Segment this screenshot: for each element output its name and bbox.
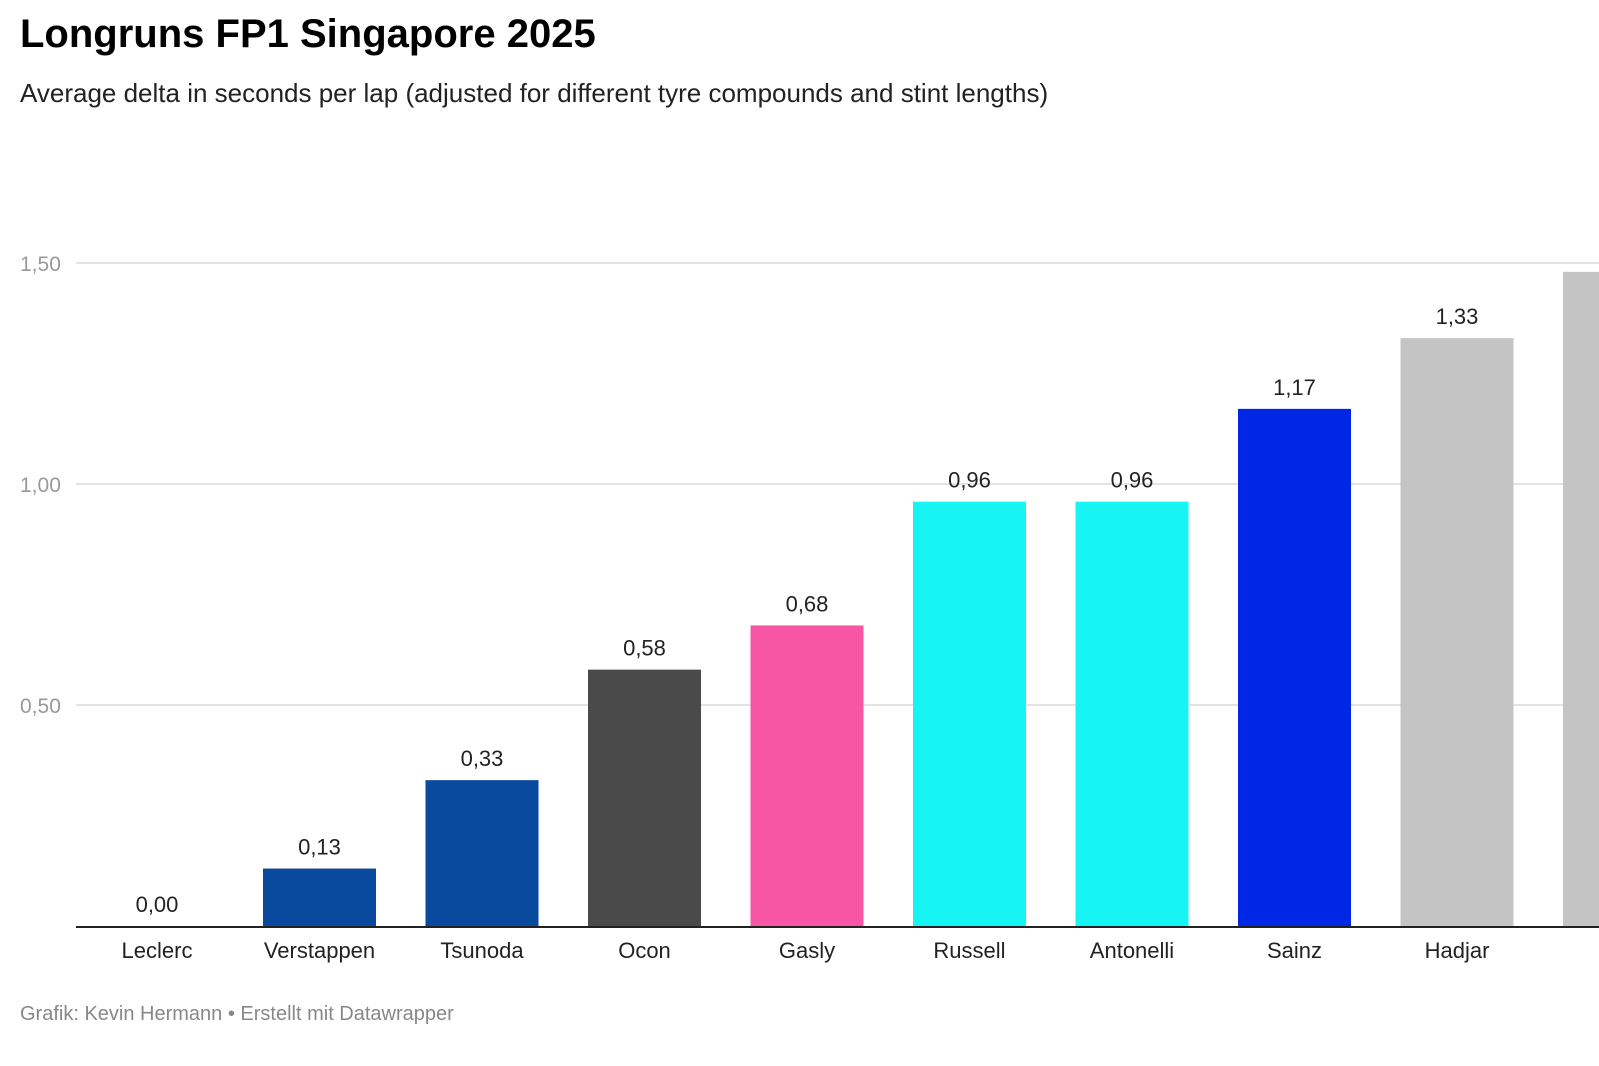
- value-label: 0,00: [136, 892, 179, 917]
- bar-hadjar: [1400, 338, 1514, 926]
- value-label: 1,33: [1436, 304, 1479, 329]
- chart-footer: Grafik: Kevin Hermann • Erstellt mit Dat…: [20, 1003, 454, 1025]
- x-category-label: Verstappen: [264, 938, 375, 963]
- value-label: 0,58: [623, 636, 666, 661]
- y-tick-label: 1,50: [20, 253, 61, 276]
- x-category-label: Ocon: [618, 938, 671, 963]
- bar-antonelli: [1075, 501, 1189, 926]
- bar-verstappen: [263, 868, 376, 926]
- value-label: 0,13: [298, 835, 341, 860]
- value-label: 0,96: [1111, 468, 1154, 493]
- bar-tsunoda: [425, 780, 539, 926]
- x-category-label: Tsunoda: [440, 938, 524, 963]
- value-label: 1,17: [1273, 375, 1316, 400]
- bar-russell: [913, 501, 1026, 926]
- chart-subtitle: Average delta in seconds per lap (adjust…: [20, 78, 1049, 108]
- bar-ocon: [588, 669, 701, 926]
- y-tick-label: 0,50: [20, 695, 61, 718]
- y-tick-label: 1,00: [20, 474, 61, 497]
- x-category-label: Sainz: [1267, 938, 1322, 963]
- value-label: 0,96: [948, 468, 991, 493]
- x-category-label: Gasly: [779, 938, 835, 963]
- chart-title: Longruns FP1 Singapore 2025: [20, 12, 596, 56]
- bar-partial: [1563, 271, 1599, 927]
- value-label: 0,68: [786, 591, 829, 616]
- x-category-label: Hadjar: [1425, 938, 1490, 963]
- bar-sainz: [1238, 408, 1351, 926]
- value-label: 0,33: [461, 746, 504, 771]
- x-category-label: Russell: [933, 938, 1005, 963]
- x-category-label: Antonelli: [1090, 938, 1174, 963]
- bar-gasly: [750, 625, 864, 926]
- x-category-label: Leclerc: [122, 938, 193, 963]
